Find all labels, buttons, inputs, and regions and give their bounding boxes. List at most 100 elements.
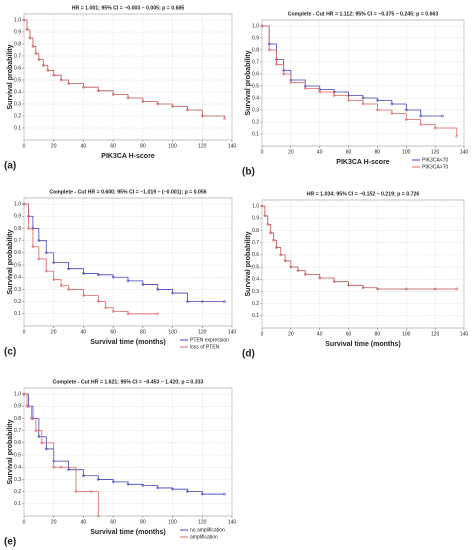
x-tick-label: 60 bbox=[346, 149, 352, 155]
y-axis-label: Survival probability bbox=[245, 231, 252, 296]
censor-marker bbox=[141, 283, 145, 286]
censor-marker bbox=[40, 441, 44, 445]
censor-marker bbox=[82, 474, 85, 478]
legend-label: PIK3CA<70 bbox=[422, 157, 448, 163]
x-tick-label: 140 bbox=[460, 149, 469, 155]
censor-marker bbox=[22, 18, 26, 22]
x-tick-label: 20 bbox=[51, 143, 57, 149]
y-tick-label: 0.8 bbox=[14, 226, 21, 232]
censor-marker bbox=[96, 300, 100, 303]
censor-marker bbox=[404, 118, 408, 121]
censor-marker bbox=[89, 490, 93, 493]
chart-title: Complete - Cut HR = 1.112; 95% CI = −0.3… bbox=[288, 11, 439, 17]
censor-marker bbox=[200, 492, 204, 496]
x-tick-label: 20 bbox=[51, 519, 57, 525]
x-axis-label: Survival time (months) bbox=[90, 529, 165, 536]
censor-marker bbox=[419, 114, 423, 118]
censor-marker bbox=[303, 87, 307, 90]
y-tick-label: 0.2 bbox=[14, 489, 21, 495]
legend-label: PTEN expression bbox=[190, 337, 229, 343]
censor-marker bbox=[22, 202, 26, 206]
censor-marker bbox=[59, 78, 63, 82]
censor-marker bbox=[260, 24, 264, 28]
censor-marker bbox=[361, 96, 365, 100]
censor-marker bbox=[289, 265, 293, 269]
x-tick-label: 0 bbox=[261, 149, 264, 155]
censor-marker bbox=[171, 487, 174, 491]
y-tick-label: 1.0 bbox=[14, 201, 21, 207]
x-tick-label: 80 bbox=[375, 331, 381, 337]
x-tick-label: 120 bbox=[198, 329, 207, 335]
x-tick-label: 40 bbox=[81, 143, 87, 149]
censor-marker bbox=[156, 312, 160, 316]
y-tick-label: 0.2 bbox=[252, 301, 259, 307]
survival-curve bbox=[262, 25, 458, 137]
x-tick-label: 0 bbox=[23, 329, 26, 335]
censor-marker bbox=[390, 112, 394, 115]
censor-marker bbox=[96, 514, 100, 518]
censor-marker bbox=[27, 227, 30, 230]
y-tick-label: 0.4 bbox=[252, 277, 259, 283]
censor-marker bbox=[303, 273, 307, 276]
censor-marker bbox=[25, 404, 29, 408]
y-tick-label: 0.2 bbox=[14, 113, 21, 119]
censor-marker bbox=[441, 114, 444, 118]
censor-marker bbox=[156, 102, 160, 106]
panel-label: (b) bbox=[242, 167, 255, 178]
censor-marker bbox=[260, 204, 264, 208]
censor-marker bbox=[126, 279, 130, 283]
panel-label: (d) bbox=[242, 349, 255, 360]
censor-marker bbox=[376, 108, 379, 112]
x-tick-label: 80 bbox=[375, 149, 381, 155]
y-tick-label: 0.3 bbox=[14, 101, 21, 107]
x-tick-label: 0 bbox=[23, 143, 26, 149]
censor-marker bbox=[96, 478, 100, 481]
censor-marker bbox=[67, 288, 70, 291]
censor-marker bbox=[267, 48, 271, 52]
censor-marker bbox=[46, 69, 50, 72]
censor-marker bbox=[200, 114, 204, 118]
x-tick-label: 40 bbox=[81, 329, 87, 335]
plot-area bbox=[23, 197, 233, 327]
y-tick-label: 0.9 bbox=[14, 214, 21, 220]
censor-marker bbox=[111, 480, 115, 484]
legend-label: no amplification bbox=[190, 527, 225, 533]
x-tick-label: 120 bbox=[198, 143, 207, 149]
censor-marker bbox=[52, 465, 56, 469]
censor-marker bbox=[82, 85, 85, 89]
x-tick-label: 80 bbox=[140, 329, 146, 335]
y-tick-label: 0.1 bbox=[14, 125, 21, 131]
x-tick-label: 100 bbox=[168, 329, 177, 335]
censor-marker bbox=[289, 81, 293, 84]
censor-marker bbox=[52, 73, 56, 77]
censor-marker bbox=[37, 239, 41, 243]
x-tick-label: 0 bbox=[261, 331, 264, 337]
censor-marker bbox=[419, 123, 423, 126]
censor-marker bbox=[272, 238, 275, 242]
censor-marker bbox=[111, 310, 115, 313]
censor-marker bbox=[52, 261, 56, 264]
censor-marker bbox=[269, 231, 273, 235]
x-axis-label: Survival time (months) bbox=[90, 339, 165, 346]
chart-title: HR = 1.001; 95% CI = −0.003 – 0.005; p =… bbox=[72, 5, 185, 11]
y-tick-label: 0.9 bbox=[14, 29, 21, 35]
censor-marker bbox=[282, 72, 285, 76]
plot-area bbox=[261, 199, 465, 329]
censor-marker bbox=[283, 259, 287, 263]
survival-curve bbox=[24, 19, 225, 119]
y-axis-label: Survival probability bbox=[7, 229, 14, 294]
censor-marker bbox=[263, 214, 267, 218]
y-tick-label: 0.1 bbox=[252, 131, 259, 137]
y-tick-label: 0.4 bbox=[14, 89, 21, 95]
y-tick-label: 0.4 bbox=[14, 465, 21, 471]
x-tick-label: 100 bbox=[168, 143, 177, 149]
x-tick-label: 60 bbox=[110, 143, 116, 149]
x-tick-label: 20 bbox=[51, 329, 57, 335]
y-tick-label: 0.3 bbox=[14, 477, 21, 483]
censor-marker bbox=[332, 280, 336, 284]
censor-marker bbox=[296, 269, 300, 273]
x-tick-label: 20 bbox=[288, 331, 294, 337]
censor-marker bbox=[126, 96, 130, 100]
censor-marker bbox=[41, 64, 45, 67]
x-tick-label: 60 bbox=[110, 329, 116, 335]
